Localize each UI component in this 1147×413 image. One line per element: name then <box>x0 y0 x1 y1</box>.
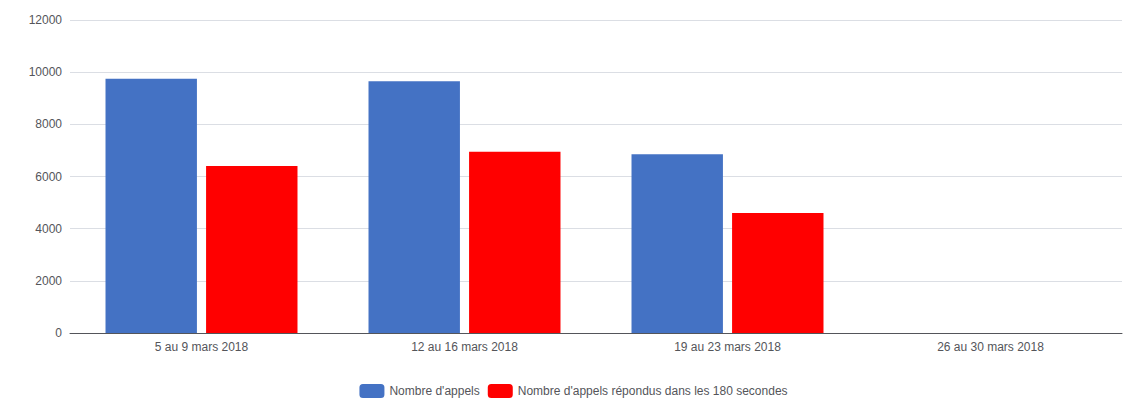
svg-text:26 au 30 mars 2018: 26 au 30 mars 2018 <box>937 340 1044 354</box>
svg-text:10000: 10000 <box>29 65 63 79</box>
svg-text:Nombre d'appels répondus dans: Nombre d'appels répondus dans les 180 se… <box>518 384 788 398</box>
svg-text:19 au 23 mars 2018: 19 au 23 mars 2018 <box>674 340 781 354</box>
svg-text:4000: 4000 <box>35 222 62 236</box>
svg-text:12000: 12000 <box>29 13 63 27</box>
svg-text:8000: 8000 <box>35 117 62 131</box>
svg-text:0: 0 <box>55 326 62 340</box>
svg-text:2000: 2000 <box>35 274 62 288</box>
svg-text:6000: 6000 <box>35 170 62 184</box>
svg-text:12 au 16 mars 2018: 12 au 16 mars 2018 <box>411 340 518 354</box>
svg-text:Nombre d'appels: Nombre d'appels <box>389 384 479 398</box>
svg-text:5 au 9 mars 2018: 5 au 9 mars 2018 <box>155 340 249 354</box>
